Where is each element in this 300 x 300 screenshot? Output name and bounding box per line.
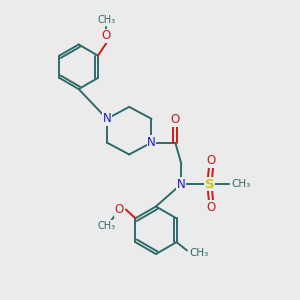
Text: O: O (206, 201, 216, 214)
Text: CH₃: CH₃ (231, 179, 250, 189)
Text: CH₃: CH₃ (190, 248, 209, 258)
Text: N: N (147, 136, 156, 149)
Text: O: O (102, 29, 111, 42)
Text: N: N (177, 178, 186, 191)
Text: O: O (206, 154, 216, 167)
Text: N: N (103, 112, 111, 125)
Text: S: S (205, 178, 214, 191)
Text: CH₃: CH₃ (97, 15, 116, 25)
Text: CH₃: CH₃ (98, 221, 116, 231)
Text: O: O (115, 203, 124, 216)
Text: O: O (171, 113, 180, 126)
